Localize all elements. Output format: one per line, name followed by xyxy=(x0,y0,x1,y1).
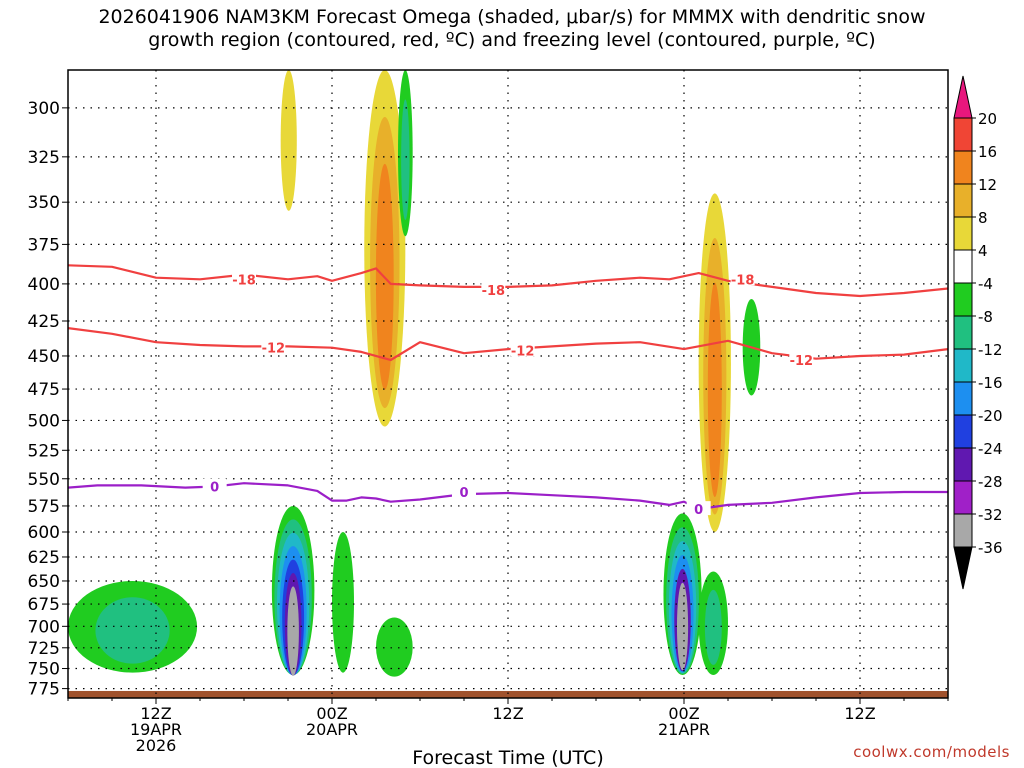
x-tick-label-30-0: 12Z xyxy=(492,704,523,723)
colorbar-swatch-3 xyxy=(953,183,973,218)
x-tick-label-54-0: 12Z xyxy=(844,704,875,723)
y-tick-label-775: 775 xyxy=(28,680,60,700)
colorbar-swatch-11 xyxy=(953,447,973,482)
colorbar-label-11: -28 xyxy=(978,473,1003,491)
y-tick-label-725: 725 xyxy=(28,639,60,659)
colorbar-label-10: -24 xyxy=(978,440,1003,458)
y-tick-label-300: 300 xyxy=(28,99,60,119)
contour-label-dgz-top-2: -18 xyxy=(731,273,755,288)
y-tick-label-500: 500 xyxy=(28,411,60,431)
omega-shading-updraft-21apr-east-1 xyxy=(704,589,722,665)
y-tick-label-525: 525 xyxy=(28,441,60,461)
contour-label-bg-freezing-level-1 xyxy=(452,483,476,498)
contour-label-bg-dgz-top-1 xyxy=(481,281,506,296)
terrain-strip xyxy=(68,690,948,698)
colorbar-bottom-arrow xyxy=(953,546,973,590)
colorbar-label-13: -36 xyxy=(978,539,1003,557)
colorbar-swatch-1 xyxy=(953,117,973,152)
colorbar-swatch-12 xyxy=(953,480,973,515)
contour-label-dgz-bottom-0: -12 xyxy=(262,342,286,357)
x-tick-label-18-1: 20APR xyxy=(306,720,358,739)
omega-shading-updraft-20apr-east-0 xyxy=(332,531,354,673)
contour-label-freezing-level-1: 0 xyxy=(459,486,468,501)
x-tick-label-6-1: 19APR xyxy=(130,720,182,739)
y-tick-label-675: 675 xyxy=(28,595,60,615)
colorbar-top-arrow xyxy=(953,75,973,119)
y-tick-label-700: 700 xyxy=(28,617,60,637)
omega-shading-updraft-19apr-west-1 xyxy=(95,597,170,664)
colorbar-label-1: 16 xyxy=(978,143,997,161)
contour-label-dgz-top-1: -18 xyxy=(482,284,506,299)
x-tick-label-6-0: 12Z xyxy=(140,704,171,723)
y-tick-label-650: 650 xyxy=(28,572,60,592)
colorbar-label-4: 4 xyxy=(978,242,988,260)
x-tick-label-42-1: 21APR xyxy=(658,720,710,739)
colorbar-swatch-7 xyxy=(953,315,973,350)
contour-label-bg-dgz-top-0 xyxy=(232,271,256,286)
colorbar-label-12: -32 xyxy=(978,506,1003,524)
omega-shading-downdraft-20apr-aloft-b-1 xyxy=(401,99,410,220)
contour-label-freezing-level-0: 0 xyxy=(210,480,219,495)
colorbar-label-8: -16 xyxy=(978,374,1003,392)
y-tick-label-375: 375 xyxy=(28,235,60,255)
colorbar-label-0: 20 xyxy=(978,110,997,128)
omega-shading-updraft-20apr-low-6 xyxy=(287,586,299,676)
y-tick-label-450: 450 xyxy=(28,347,60,367)
contour-label-bg-dgz-bottom-2 xyxy=(789,352,814,367)
y-tick-label-325: 325 xyxy=(28,148,60,168)
contour-label-bg-dgz-bottom-1 xyxy=(510,342,535,357)
colorbar-swatch-8 xyxy=(953,348,973,383)
x-tick-label-42-0: 00Z xyxy=(668,704,699,723)
chart-title-line1: 2026041906 NAM3KM Forecast Omega (shaded… xyxy=(98,6,926,28)
colorbar-swatch-13 xyxy=(953,513,973,548)
contour-label-bg-freezing-level-0 xyxy=(202,478,227,493)
colorbar-swatch-2 xyxy=(953,150,973,185)
x-tick-label-18-0: 00Z xyxy=(316,704,347,723)
colorbar-label-3: 8 xyxy=(978,209,988,227)
contour-label-dgz-top-0: -18 xyxy=(232,273,256,288)
colorbar-swatch-4 xyxy=(953,216,973,251)
y-tick-label-350: 350 xyxy=(28,193,60,213)
contour-label-freezing-level-2: 0 xyxy=(694,503,703,518)
colorbar-label-9: -20 xyxy=(978,407,1003,425)
colorbar-label-6: -8 xyxy=(978,308,993,326)
contour-label-bg-dgz-bottom-0 xyxy=(261,339,286,354)
colorbar-swatch-9 xyxy=(953,381,973,416)
y-tick-label-425: 425 xyxy=(28,312,60,332)
x-axis-title: Forecast Time (UTC) xyxy=(412,747,603,768)
credit-text: coolwx.com/models xyxy=(853,743,1010,761)
colorbar-swatch-10 xyxy=(953,414,973,449)
omega-shading-updraft-20apr-east2-0 xyxy=(376,617,413,677)
colorbar-swatch-5 xyxy=(953,249,973,284)
x-tick-label-6-2: 2026 xyxy=(136,736,177,755)
colorbar-label-5: -4 xyxy=(978,275,993,293)
colorbar-label-2: 12 xyxy=(978,176,997,194)
contour-label-bg-freezing-level-2 xyxy=(686,501,711,516)
y-tick-label-575: 575 xyxy=(28,497,60,517)
colorbar-swatch-6 xyxy=(953,282,973,317)
y-tick-label-475: 475 xyxy=(28,380,60,400)
contour-label-dgz-bottom-2: -12 xyxy=(790,354,814,369)
y-tick-label-625: 625 xyxy=(28,548,60,568)
omega-shading-updraft-21apr-low-5 xyxy=(676,582,689,671)
y-tick-label-600: 600 xyxy=(28,523,60,543)
y-tick-label-400: 400 xyxy=(28,275,60,295)
contour-freezing-level xyxy=(68,482,948,511)
plot-background xyxy=(68,70,948,698)
colorbar-label-7: -12 xyxy=(978,341,1003,359)
contour-label-bg-dgz-top-2 xyxy=(730,271,755,286)
omega-shading-downdraft-21apr-2 xyxy=(707,282,722,498)
contour-label-dgz-bottom-1: -12 xyxy=(511,344,535,359)
chart-title-line2: growth region (contoured, red, ºC) and f… xyxy=(148,29,876,51)
y-tick-label-550: 550 xyxy=(28,470,60,490)
y-tick-label-750: 750 xyxy=(28,660,60,680)
omega-shading-downdraft-20apr-aloft-a-0 xyxy=(280,70,297,211)
